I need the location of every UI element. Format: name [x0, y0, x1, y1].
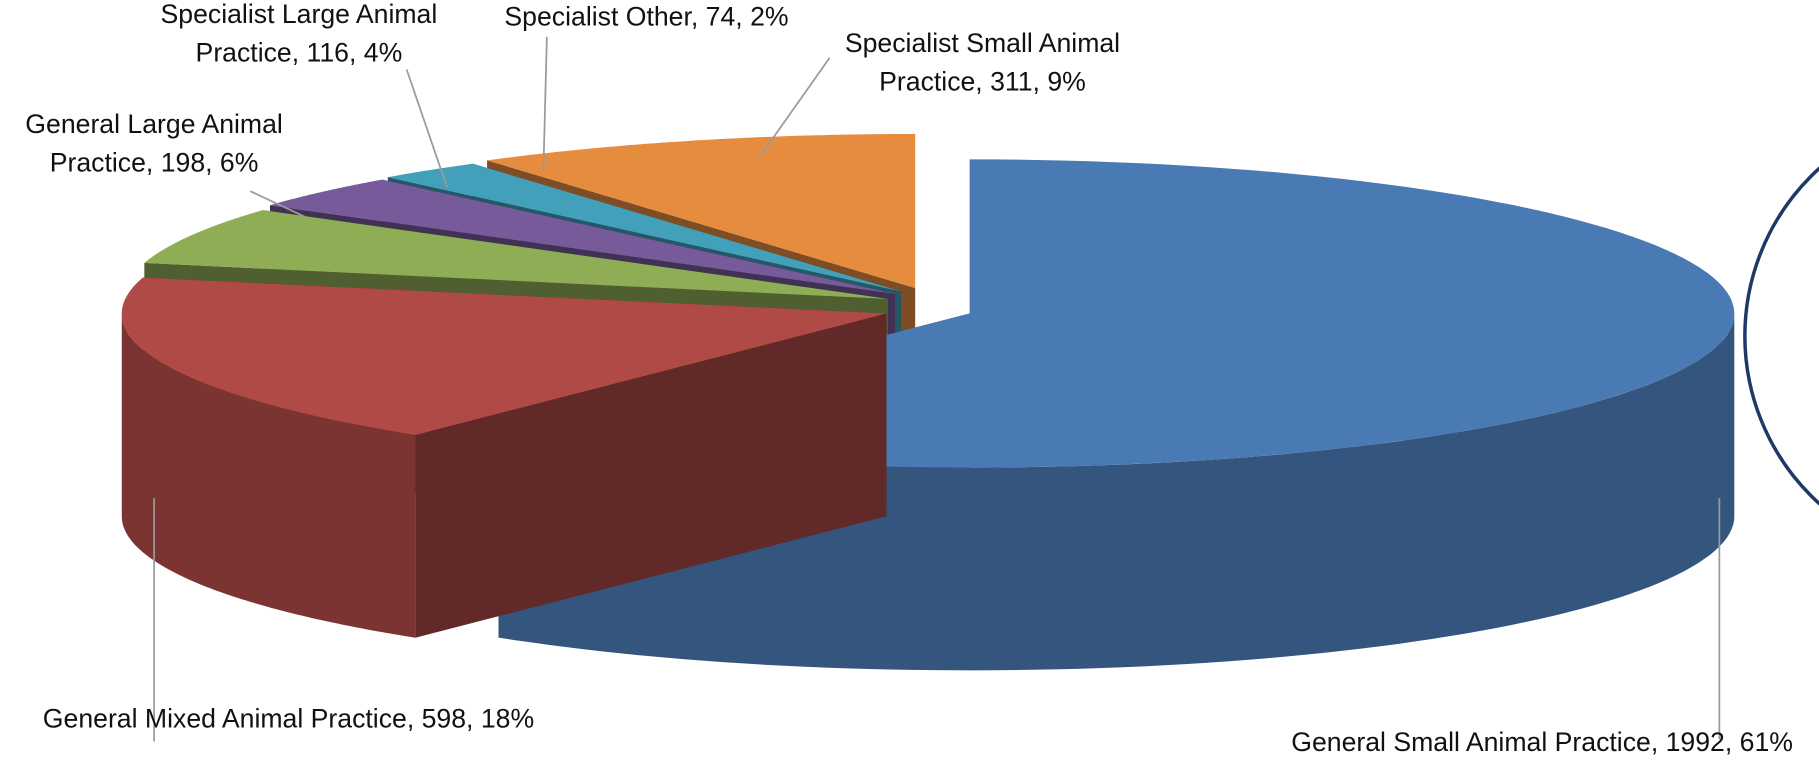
slice-top	[387, 163, 901, 292]
decoration-circle	[1743, 166, 1819, 506]
data-label: General Mixed Animal Practice, 598, 18%	[43, 704, 534, 734]
label-line: Specialist Other, 74, 2%	[504, 1, 788, 31]
slice-top	[487, 133, 916, 289]
slice-top	[269, 179, 896, 294]
slice-outer-wall	[498, 313, 1735, 671]
leader-line	[405, 69, 449, 188]
leader-line	[542, 37, 548, 172]
label-line: General Mixed Animal Practice, 598, 18%	[43, 704, 534, 734]
data-label: General Small Animal Practice, 1992, 61%	[1291, 727, 1793, 757]
leader-line	[249, 190, 306, 218]
slice-top	[121, 277, 887, 435]
leader-line	[759, 57, 831, 157]
label-line: Practice, 116, 4%	[196, 37, 403, 67]
label-line: General Small Animal Practice, 1992, 61%	[1291, 727, 1793, 757]
label-line: Practice, 311, 9%	[879, 66, 1086, 96]
data-label: Specialist Other, 74, 2%	[504, 1, 788, 31]
label-line: General Large Animal	[25, 109, 283, 139]
pie-slice	[121, 277, 887, 638]
data-label: Specialist Small Animal Practice, 311, 9%	[845, 28, 1120, 96]
label-line: Specialist Small Animal	[845, 28, 1120, 58]
label-line: Practice, 198, 6%	[50, 147, 259, 177]
slice-outer-wall	[121, 313, 416, 638]
data-label: Specialist Large Animal Practice, 116, 4%	[161, 0, 438, 67]
label-line: Specialist Large Animal	[161, 0, 438, 29]
slice-top	[144, 210, 888, 299]
data-label: General Large Animal Practice, 198, 6%	[25, 109, 283, 177]
